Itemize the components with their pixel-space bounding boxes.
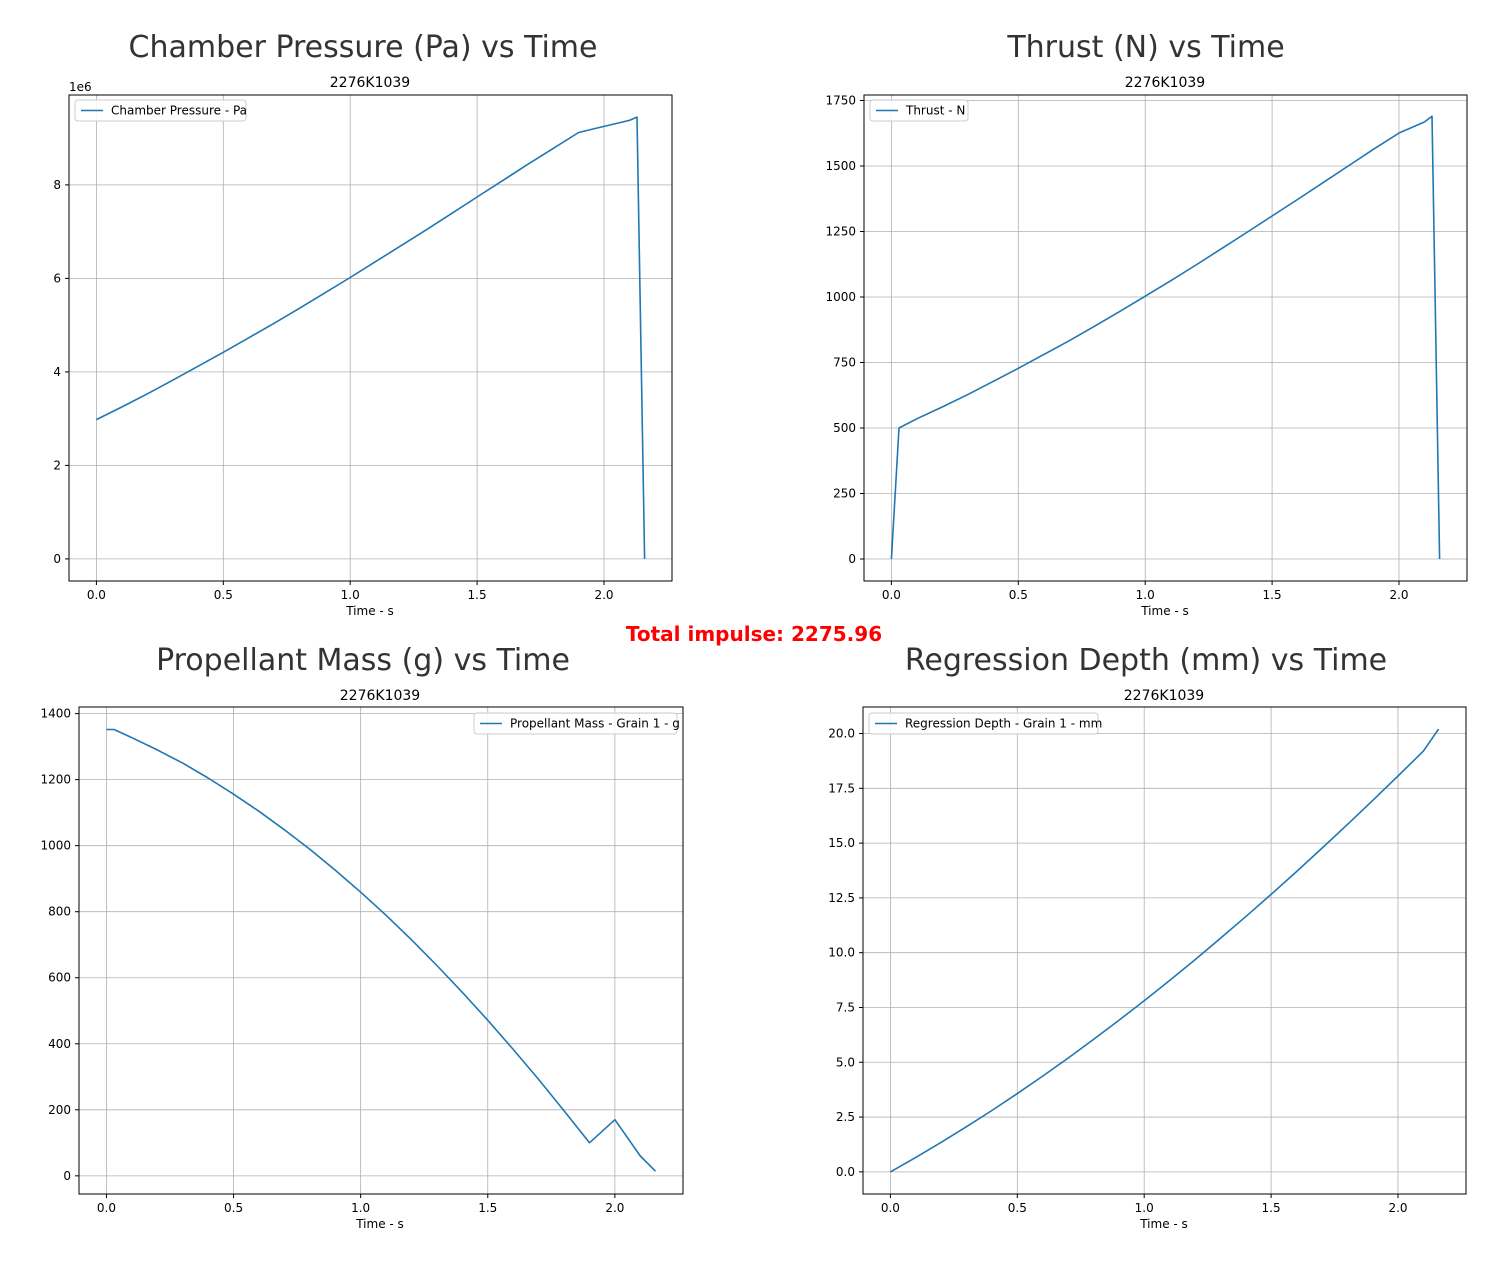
legend: Propellant Mass - Grain 1 - g [473,712,680,735]
legend: Chamber Pressure - Pa [74,99,247,122]
x-tick-label: 0.5 [1009,588,1028,602]
x-tick-label: 1.5 [1262,1201,1281,1215]
x-tick-label: 0.5 [1008,1201,1027,1215]
regression-depth-chart: Regression Depth (mm) vs Time 2276K1039 … [828,643,1467,1231]
y-axis-offset-text: 1e6 [69,80,92,94]
propellant-mass-chart: Propellant Mass (g) vs Time 2276K1039 Ti… [40,643,684,1231]
y-tick-label: 12.5 [828,891,855,905]
y-tick-label: 0.0 [836,1165,855,1179]
x-tick-label: 1.0 [341,588,360,602]
y-tick-label: 0 [53,552,61,566]
y-tick-label: 1500 [825,159,856,173]
chart-title: Chamber Pressure (Pa) vs Time [129,30,598,65]
y-tick-label: 1400 [40,707,71,721]
legend-label: Propellant Mass - Grain 1 - g [510,717,680,731]
x-tick-label: 0.0 [881,1201,900,1215]
legend: Regression Depth - Grain 1 - mm [868,712,1102,735]
y-tick-label: 1750 [825,94,856,108]
x-tick-label: 0.5 [214,588,233,602]
x-tick-label: 1.0 [1136,588,1155,602]
y-tick-label: 200 [48,1103,71,1117]
chart-subtitle: 2276K1039 [340,688,420,704]
y-tick-label: 600 [48,971,71,985]
x-tick-label: 1.5 [478,1201,497,1215]
y-tick-label: 10.0 [828,946,855,960]
legend-box [869,99,969,122]
y-tick-label: 7.5 [836,1000,855,1014]
series-line [96,116,646,559]
y-tick-label: 1000 [825,290,856,304]
y-tick-label: 15.0 [828,836,855,850]
plot-frame [863,94,1468,582]
chart-title: Regression Depth (mm) vs Time [905,643,1387,678]
legend-box [473,712,678,735]
chart-title: Propellant Mass (g) vs Time [156,643,570,678]
x-tick-label: 0.0 [87,588,106,602]
y-tick-label: 0 [848,552,856,566]
y-tick-label: 800 [48,905,71,919]
y-tick-label: 8 [53,178,61,192]
chart-subtitle: 2276K1039 [1125,75,1205,91]
chart-subtitle: 2276K1039 [1124,688,1204,704]
x-tick-label: 0.0 [97,1201,116,1215]
y-tick-label: 1000 [40,839,71,853]
y-tick-label: 400 [48,1037,71,1051]
y-tick-label: 6 [53,271,61,285]
legend-label: Thrust - N [905,104,965,118]
y-tick-label: 20.0 [828,727,855,741]
x-tick-label: 2.0 [605,1201,624,1215]
y-tick-label: 1250 [825,224,856,238]
y-tick-label: 0 [63,1169,71,1183]
x-tick-label: 1.0 [1135,1201,1154,1215]
y-tick-label: 17.5 [828,781,855,795]
plot-frame [68,94,673,582]
x-axis-label: Time - s [1140,604,1189,618]
x-tick-label: 2.0 [1389,588,1408,602]
y-tick-label: 1200 [40,773,71,787]
x-tick-label: 1.5 [468,588,487,602]
legend-label: Regression Depth - Grain 1 - mm [905,717,1102,731]
series-line [890,728,1440,1173]
x-axis-label: Time - s [345,604,394,618]
chart-title: Thrust (N) vs Time [1006,30,1284,65]
chamber-pressure-chart: Chamber Pressure (Pa) vs Time 2276K1039 … [53,30,673,618]
thrust-chart: Thrust (N) vs Time 2276K1039 Time - s 0.… [825,30,1468,618]
y-tick-label: 4 [53,365,61,379]
legend: Thrust - N [869,99,969,122]
series-line [106,728,657,1172]
series-line [890,115,1441,560]
x-axis-label: Time - s [355,1217,404,1231]
x-tick-label: 2.0 [1388,1201,1407,1215]
y-tick-label: 250 [833,486,856,500]
x-axis-label: Time - s [1139,1217,1188,1231]
plot-frame [862,706,1467,1195]
y-tick-label: 500 [833,421,856,435]
y-tick-label: 2.5 [836,1110,855,1124]
legend-box [868,712,1099,735]
y-tick-label: 2 [53,458,61,472]
y-tick-label: 750 [833,355,856,369]
x-tick-label: 0.0 [882,588,901,602]
plot-frame [78,706,684,1195]
x-tick-label: 1.5 [1263,588,1282,602]
x-tick-label: 1.0 [351,1201,370,1215]
total-impulse-label: Total impulse: 2275.96 [626,622,882,646]
chart-subtitle: 2276K1039 [330,75,410,91]
x-tick-label: 2.0 [594,588,613,602]
y-tick-label: 5.0 [836,1055,855,1069]
legend-label: Chamber Pressure - Pa [111,104,247,118]
legend-box [74,99,247,122]
x-tick-label: 0.5 [224,1201,243,1215]
